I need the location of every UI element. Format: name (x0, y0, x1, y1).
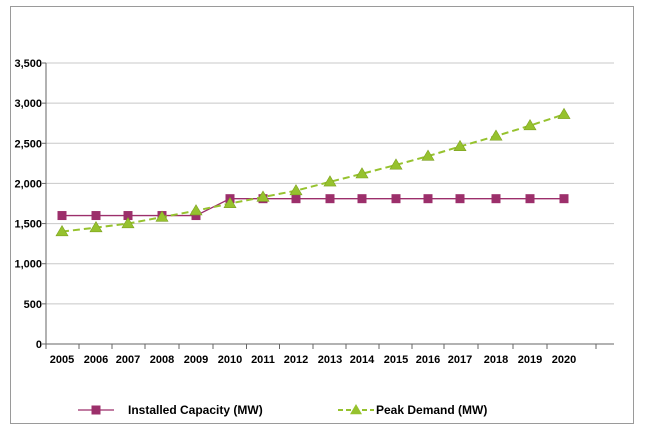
x-tick-label: 2009 (184, 354, 208, 366)
installed-capacity-point (391, 194, 401, 204)
x-tick-label: 2015 (384, 354, 408, 366)
installed-capacity-point (57, 211, 67, 221)
x-tick-label: 2005 (50, 354, 74, 366)
peak-demand-point (323, 175, 337, 187)
x-tick-label: 2006 (84, 354, 108, 366)
y-axis: 0 500 1,000 1,500 2,000 2,500 3,000 3,500 (14, 58, 47, 351)
installed-capacity-point (423, 194, 433, 204)
x-tick-label: 2019 (518, 354, 542, 366)
x-tick-label: 2020 (552, 354, 576, 366)
peak-demand-point (289, 184, 303, 196)
gridlines (46, 62, 614, 305)
peak-demand-point (256, 190, 270, 202)
x-tick-label: 2011 (251, 354, 275, 366)
x-tick-label: 2012 (284, 354, 308, 366)
peak-demand-point (355, 167, 369, 179)
installed-capacity-point (191, 211, 201, 221)
legend-peak-demand-label: Peak Demand (MW) (376, 403, 487, 417)
installed-capacity-point (325, 194, 335, 204)
x-tick-label: 2007 (116, 354, 140, 366)
x-tick-label: 2018 (484, 354, 508, 366)
installed-capacity-point (357, 194, 367, 204)
installed-capacity-point (123, 211, 133, 221)
x-tick-label: 2010 (218, 354, 242, 366)
x-tick-label: 2008 (150, 354, 174, 366)
x-tick-label: 2013 (318, 354, 342, 366)
series-layer (55, 107, 571, 237)
installed-capacity-point (291, 194, 301, 204)
peak-demand-point (223, 196, 237, 208)
peak-demand-point (557, 107, 571, 119)
peak-demand-point (489, 129, 503, 141)
x-axis: 2005 2006 2007 2008 2009 2010 2011 2012 2013 2014… (45, 343, 614, 366)
installed-capacity-point (491, 194, 501, 204)
legend-installed-capacity-marker (91, 405, 101, 415)
x-tick-label: 2017 (448, 354, 472, 366)
peak-demand-point (55, 225, 69, 237)
peak-demand-point (523, 119, 537, 131)
legend: Installed Capacity (MW) Peak Demand (MW) (78, 403, 487, 417)
peak-demand-line (61, 113, 565, 233)
legend-installed-capacity-label: Installed Capacity (MW) (128, 403, 263, 417)
peak-demand-point (189, 204, 203, 216)
y-tick-label: 3,500 (14, 58, 42, 70)
peak-demand-point (421, 149, 435, 161)
installed-capacity-point (525, 194, 535, 204)
installed-capacity-point (91, 211, 101, 221)
peak-demand-point (453, 139, 467, 151)
legend-peak-demand-marker (350, 404, 362, 415)
x-tick-label: 2016 (416, 354, 440, 366)
y-tick-label: 2,000 (14, 178, 42, 190)
y-tick-label: 2,500 (14, 138, 42, 150)
peak-demand-point (89, 220, 103, 233)
installed-capacity-line (62, 198, 564, 217)
y-tick-label: 0 (36, 339, 42, 351)
x-tick-label: 2014 (350, 354, 375, 366)
y-tick-label: 3,000 (14, 98, 42, 110)
peak-demand-point (389, 158, 403, 170)
y-tick-label: 1,500 (14, 219, 42, 231)
y-tick-label: 500 (24, 299, 42, 311)
y-tick-label: 1,000 (14, 259, 42, 271)
installed-capacity-point (559, 194, 569, 204)
peak-demand-point (121, 216, 135, 229)
installed-capacity-point (455, 194, 465, 204)
chart-border (10, 6, 634, 424)
peak-demand-point (155, 210, 169, 222)
